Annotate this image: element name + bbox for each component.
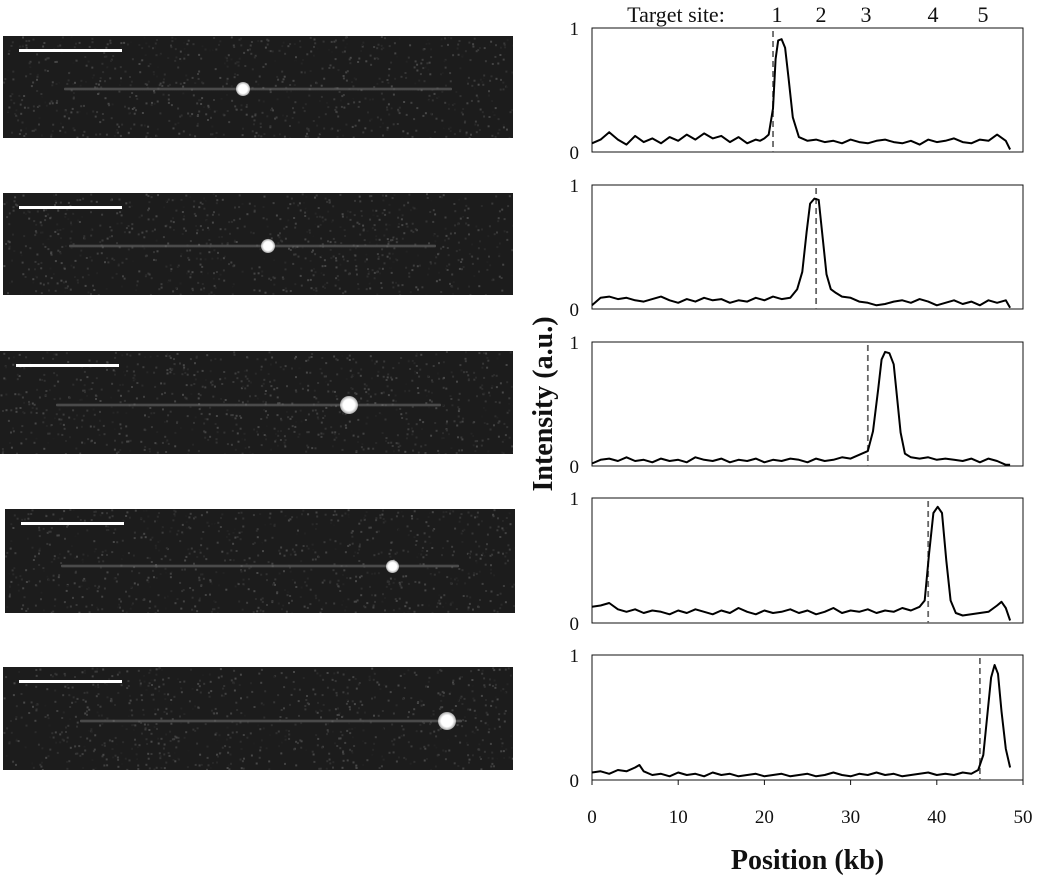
noise-texture [5, 509, 515, 613]
micrograph-2 [3, 193, 513, 295]
y-tick-label: 1 [570, 333, 580, 354]
dna-strand [56, 402, 442, 407]
plot-frame [591, 497, 1024, 624]
scale-bar [16, 364, 119, 367]
scale-bar [19, 49, 122, 52]
dna-strand [69, 244, 437, 249]
intensity-trace [591, 350, 1011, 466]
target-site-number-4: 4 [928, 2, 939, 27]
target-site-number-2: 2 [816, 2, 827, 27]
micrograph-3 [0, 351, 513, 454]
fluorescent-spot [386, 559, 400, 573]
y-tick-label: 0 [570, 771, 580, 792]
scale-bar [19, 680, 122, 683]
profile-panel-4: 01 [570, 489, 1024, 635]
fluorescent-spot [235, 82, 250, 97]
micrograph-1 [3, 36, 513, 138]
y-tick-label: 1 [570, 646, 580, 667]
x-tick-label: 30 [841, 807, 860, 828]
intensity-trace [591, 664, 1012, 778]
profile-panel-5: 01 [570, 646, 1024, 792]
intensity-trace [591, 505, 1012, 621]
x-tick-label: 10 [669, 807, 688, 828]
y-tick-label: 1 [570, 19, 580, 40]
plot-frame [591, 341, 1024, 467]
target-site-number-5: 5 [978, 2, 989, 27]
profile-panel-2: 01 [570, 176, 1024, 321]
fluorescent-spot [261, 239, 276, 254]
micrograph-5 [3, 667, 513, 770]
dna-strand [61, 564, 459, 569]
target-site-label: Target site: [627, 2, 725, 27]
fluorescent-spot [339, 395, 358, 414]
x-axis-label: Position (kb) [731, 845, 884, 876]
noise-texture [3, 193, 513, 295]
profile-panel-3: 01 [570, 333, 1024, 478]
y-tick-label: 0 [570, 300, 580, 321]
y-tick-label: 0 [570, 614, 580, 635]
x-tick-label: 40 [927, 807, 946, 828]
target-site-number-3: 3 [861, 2, 872, 27]
plot-frame [591, 27, 1024, 153]
noise-texture [3, 36, 513, 138]
y-tick-label: 0 [570, 457, 580, 478]
dna-strand [64, 87, 452, 92]
x-tick-label: 50 [1014, 807, 1033, 828]
fluorescent-spot [437, 711, 456, 730]
micrograph-4 [5, 509, 515, 613]
intensity-trace [591, 197, 1011, 309]
scale-bar [21, 522, 124, 525]
plot-frame [591, 654, 1024, 781]
scale-bar [19, 206, 122, 209]
target-site-number-1: 1 [772, 2, 783, 27]
x-tick-label: 20 [755, 807, 774, 828]
intensity-trace [591, 38, 1011, 150]
y-axis-label: Intensity (a.u.) [528, 316, 559, 491]
dna-strand [79, 718, 462, 723]
noise-texture [0, 351, 513, 454]
x-tick-label: 0 [587, 807, 597, 828]
y-tick-label: 0 [570, 143, 580, 164]
y-tick-label: 1 [570, 176, 580, 197]
noise-texture [3, 667, 513, 770]
plot-frame [591, 184, 1024, 310]
profile-panel-1: 01 [570, 19, 1024, 164]
y-tick-label: 1 [570, 489, 580, 510]
